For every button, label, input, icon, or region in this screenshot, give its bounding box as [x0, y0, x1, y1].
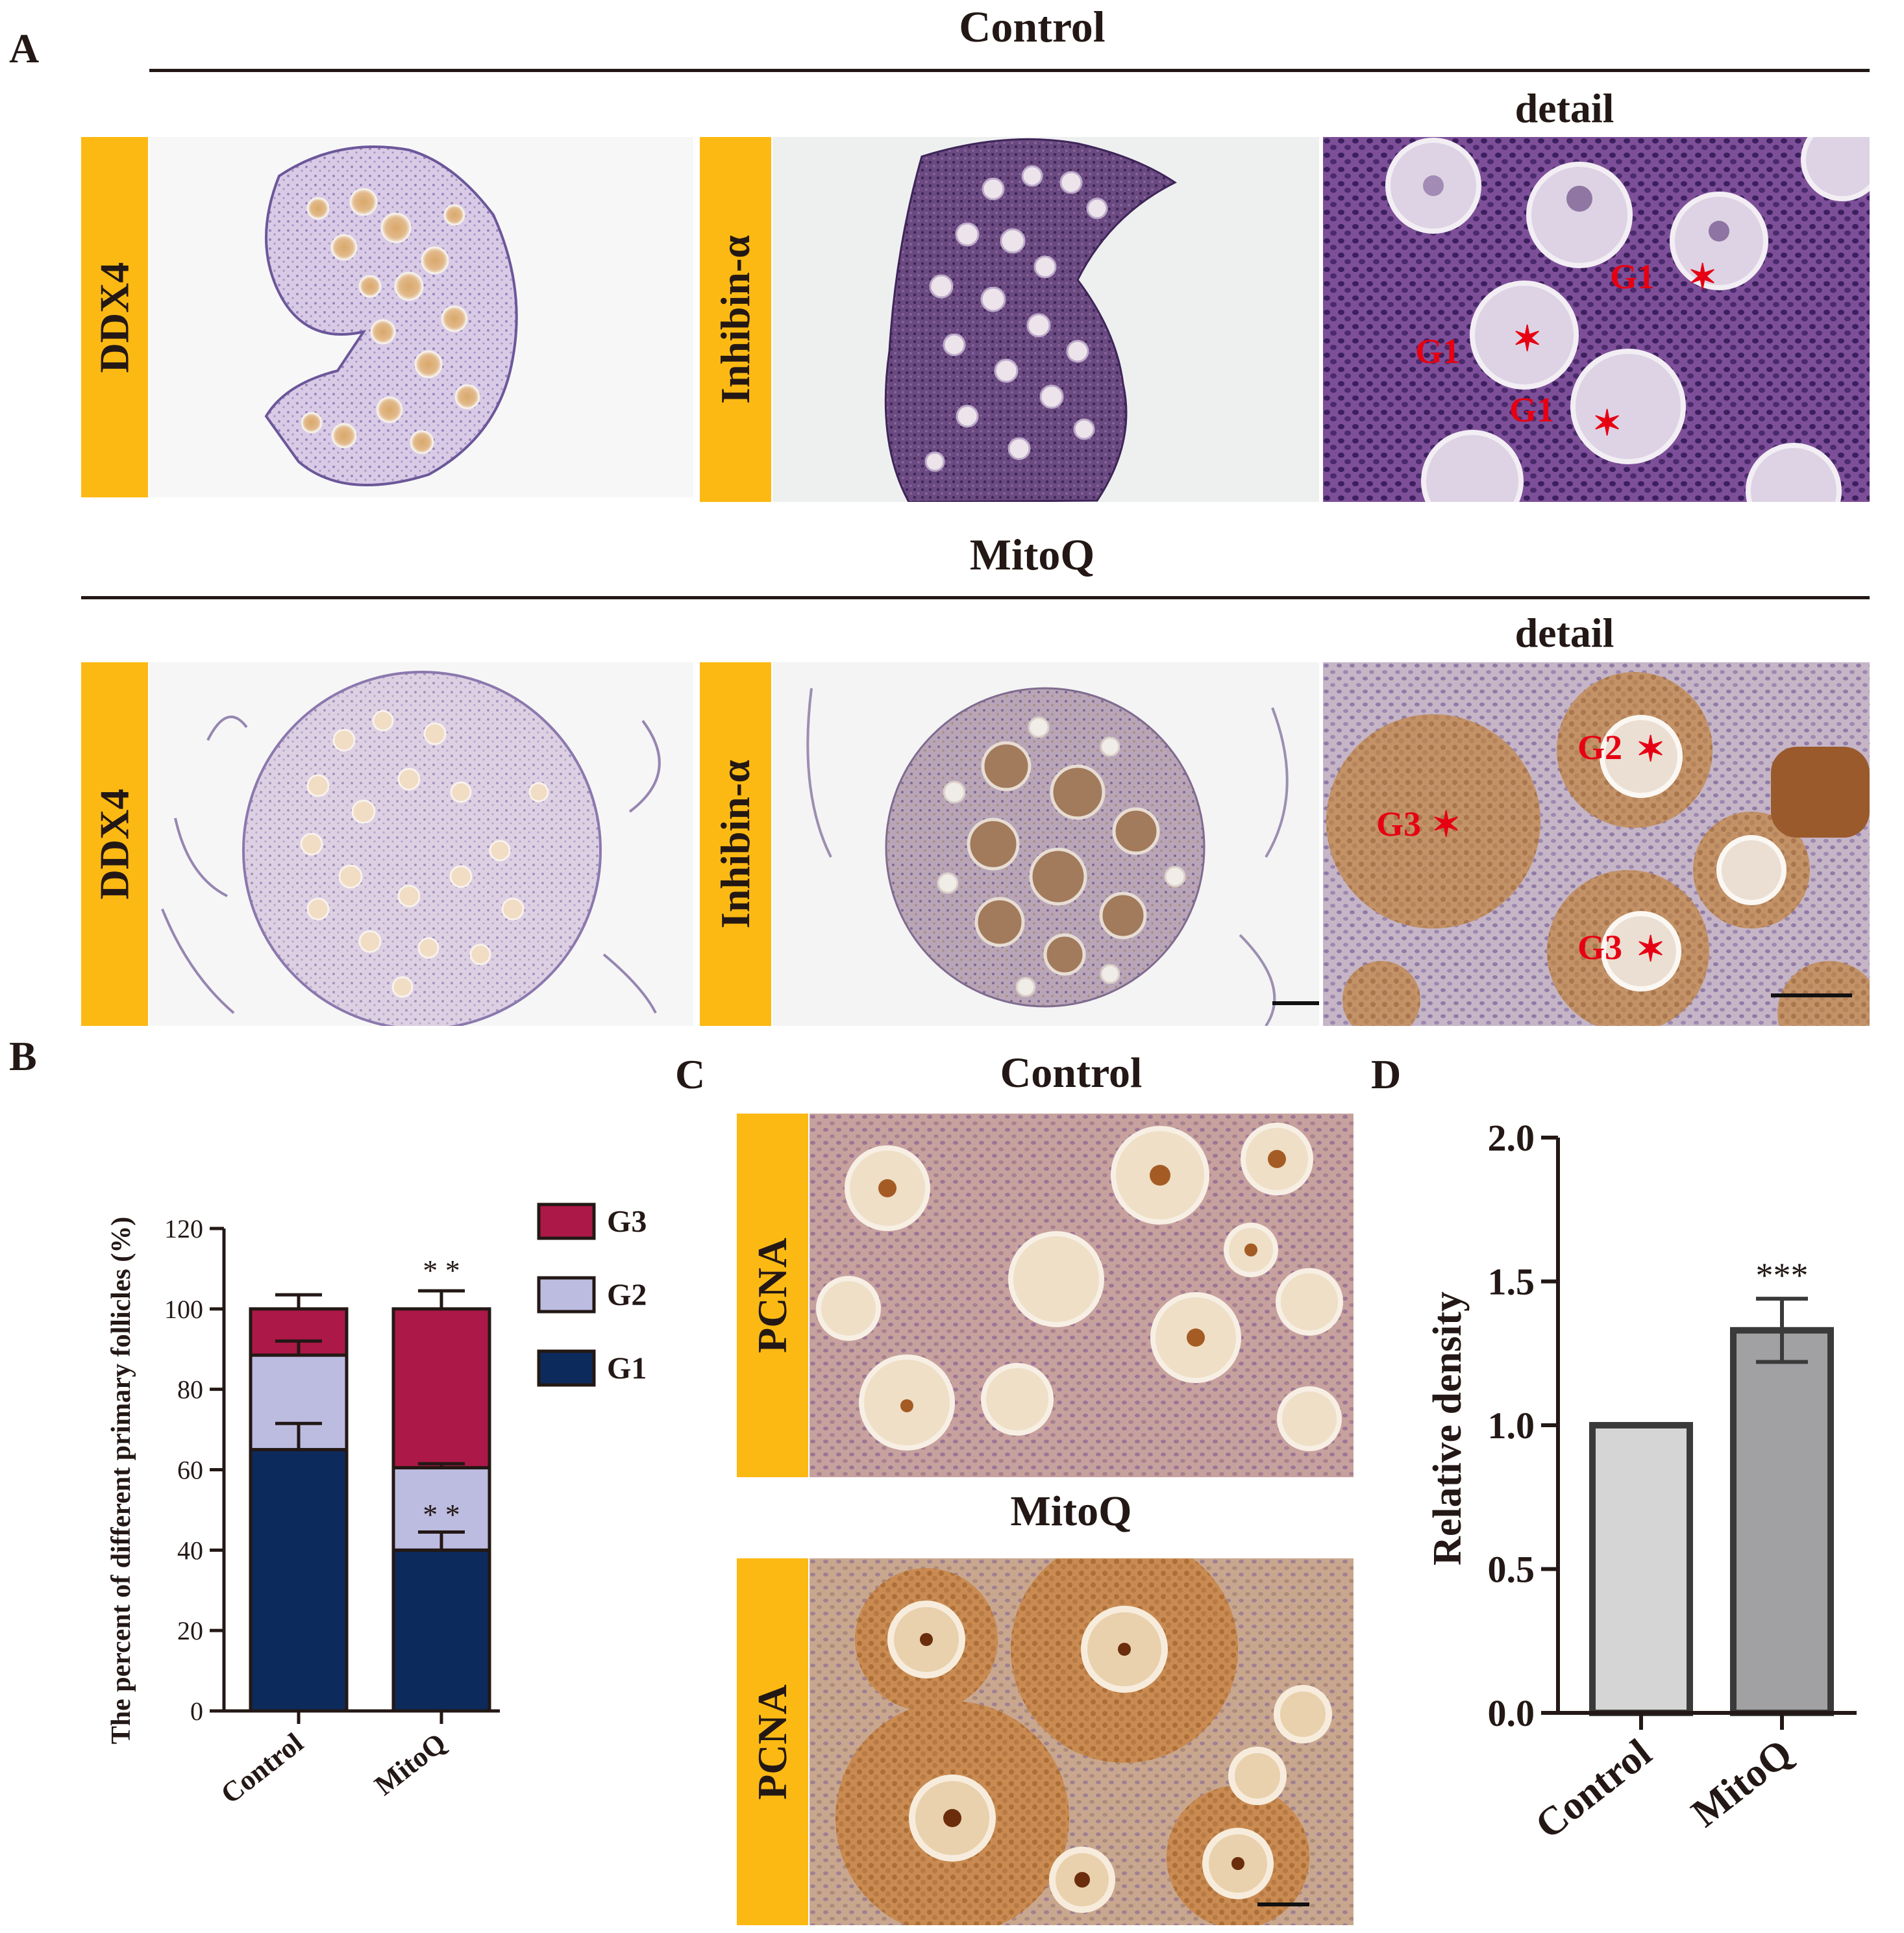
y-tick-label: 20 [177, 1616, 203, 1645]
panel-letter-d: D [1371, 1051, 1402, 1097]
bar-control [1589, 1422, 1693, 1716]
inhibin-control-micrograph [773, 137, 1319, 502]
legend-label-g1: G1 [607, 1351, 647, 1386]
control-detail-tissue [1323, 137, 1870, 502]
control-star-3: ✶ [1592, 404, 1622, 443]
control-group-title: Control [959, 2, 1106, 51]
control-star-2: ✶ [1513, 319, 1542, 358]
bar-g1-control [249, 1448, 349, 1713]
y-tick-label: 0 [190, 1697, 203, 1726]
control-marker-g1-left: G1 [1415, 332, 1461, 371]
y-tick-label: 1.5 [1488, 1261, 1535, 1303]
y-ticks: 0 20 40 60 80 100 120 [164, 1214, 224, 1726]
inhibin-label-text: Inhibin-α [712, 235, 758, 404]
inhibin-mitoq-micrograph [773, 662, 1319, 1026]
significance-mark-g2: * * [423, 1498, 460, 1531]
significance-mark-g3: * * [423, 1254, 460, 1287]
y-tick-label: 100 [164, 1295, 203, 1324]
ddx4-mitoq-micrograph [149, 662, 693, 1026]
pcna-label-mitoq: PCNA [737, 1558, 808, 1925]
pcna-control-tissue [810, 1114, 1354, 1477]
y-axis-label: Relative density [1426, 1291, 1470, 1565]
mitoq-marker-g2: G2 [1577, 728, 1623, 767]
y-tick-label: 40 [177, 1536, 203, 1565]
legend-swatch-g1 [537, 1349, 596, 1387]
y-tick-label: 80 [177, 1375, 203, 1404]
bar-g3-mitoq [391, 1307, 491, 1469]
control-star-1: ✶ [1688, 258, 1718, 297]
x-tick-label-mitoq: MitoQ [1683, 1730, 1800, 1836]
pcna-mitoq-title: MitoQ [1010, 1488, 1132, 1535]
y-axis-label: The percent of different primary follicl… [106, 1217, 136, 1745]
y-ticks: 0.0 0.5 1.0 1.5 2.0 [1488, 1117, 1558, 1734]
relative-density-chart: 0.0 0.5 1.0 1.5 2.0 *** Control MitoQ Relativ… [1426, 1117, 1857, 1848]
mitoq-detail-title: detail [1515, 610, 1614, 656]
y-tick-label: 0.5 [1488, 1549, 1535, 1591]
mitoq-star-g2: ✶ [1636, 730, 1666, 769]
ddx4-label-control: DDX4 [81, 137, 148, 497]
control-detail-micrograph [1323, 137, 1870, 502]
control-detail-title: detail [1515, 85, 1614, 131]
x-tick-labels: Control MitoQ [1527, 1711, 1857, 1848]
ddx4-mitoq-tissue [161, 671, 661, 1026]
bars [249, 1307, 491, 1713]
error-bars [275, 1289, 465, 1551]
mitoq-group-title: MitoQ [969, 530, 1095, 579]
inhibin-label-control: Inhibin-α [700, 137, 771, 502]
control-marker-g1-bottom: G1 [1509, 390, 1555, 429]
inhibin-label-text-mitoq: Inhibin-α [712, 760, 758, 929]
x-tick-label-mitoq: MitoQ [369, 1727, 452, 1801]
legend-label-g2: G2 [607, 1278, 647, 1312]
pcna-mitoq-micrograph [810, 1558, 1354, 1925]
mitoq-marker-g3-left: G3 [1376, 804, 1422, 843]
mitoq-detail-micrograph [1323, 662, 1870, 1026]
significance-marks: *** [1756, 1256, 1809, 1295]
ddx4-control-micrograph [149, 137, 693, 497]
significance-marks: * * * * [423, 1254, 460, 1531]
y-tick-label: 2.0 [1488, 1117, 1535, 1159]
pcna-label-control: PCNA [737, 1114, 808, 1477]
pcna-mitoq-tissue [810, 1558, 1354, 1925]
inhibin-control-tissue [884, 138, 1177, 502]
inhibin-mitoq-tissue [806, 687, 1319, 1026]
bars [1589, 1327, 1834, 1716]
mitoq-star-g3-bottom: ✶ [1636, 930, 1666, 969]
x-tick-labels: Control MitoQ [215, 1709, 500, 1810]
x-tick-label-control: Control [215, 1727, 309, 1810]
ddx4-control-tissue [264, 145, 518, 486]
inhibin-label-mitoq: Inhibin-α [700, 662, 771, 1026]
panel-letter-b: B [9, 1033, 37, 1079]
control-marker-g1-right: G1 [1610, 257, 1655, 296]
y-tick-label: 1.0 [1488, 1404, 1535, 1447]
pcna-control-micrograph [810, 1114, 1354, 1477]
significance-mark: *** [1756, 1256, 1809, 1295]
ddx4-label-text-mitoq: DDX4 [91, 788, 138, 900]
pcna-control-title: Control [1000, 1049, 1143, 1097]
y-tick-label: 60 [177, 1456, 203, 1485]
x-tick-label-control: Control [1527, 1730, 1660, 1847]
ddx4-label-text: DDX4 [91, 262, 138, 373]
mitoq-marker-g3-bottom: G3 [1577, 928, 1623, 967]
y-tick-label: 120 [164, 1214, 203, 1243]
pcna-label-text-mitoq: PCNA [749, 1684, 795, 1800]
mitoq-detail-tissue [1323, 662, 1870, 1026]
mitoq-divider [81, 596, 1870, 599]
y-tick-label: 0.0 [1488, 1692, 1535, 1734]
legend: G3 G2 G1 [537, 1203, 647, 1387]
legend-swatch-g3 [537, 1203, 596, 1240]
control-divider [149, 69, 1870, 72]
legend-label-g3: G3 [607, 1204, 647, 1239]
bar-mitoq [1730, 1327, 1834, 1716]
ddx4-label-mitoq: DDX4 [81, 662, 148, 1026]
error-bars [1756, 1297, 1808, 1364]
mitoq-star-g3-left: ✶ [1431, 805, 1461, 844]
bar-g1-mitoq [391, 1548, 491, 1713]
panel-letter-a: A [9, 25, 40, 71]
panel-letter-c: C [675, 1051, 706, 1097]
pcna-label-text: PCNA [749, 1238, 795, 1353]
legend-swatch-g2 [537, 1276, 596, 1314]
stacked-bar-chart: 0 20 40 60 80 100 120 * * * * Control MitoQ The … [106, 1203, 647, 1810]
